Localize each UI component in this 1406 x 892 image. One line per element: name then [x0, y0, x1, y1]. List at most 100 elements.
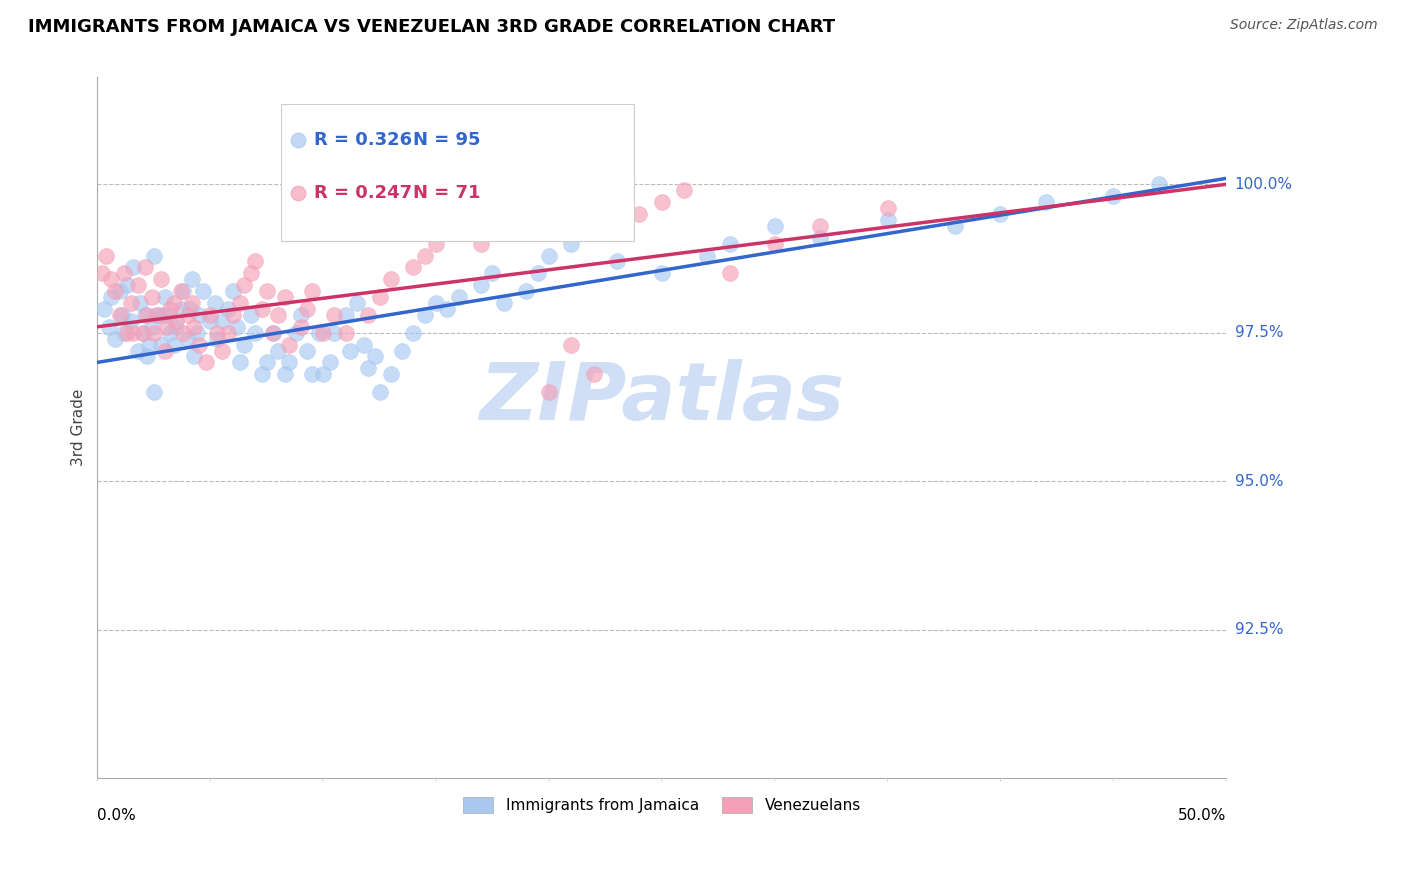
Point: [115, 326, 138, 340]
Point: [262, 326, 284, 340]
Point: [108, 308, 131, 322]
Point: [122, 260, 145, 275]
Point: [211, 343, 233, 358]
Point: [100, 290, 122, 304]
Point: [131, 326, 153, 340]
Point: [194, 355, 217, 369]
Point: [149, 272, 172, 286]
Point: [245, 326, 267, 340]
Point: [515, 284, 537, 298]
Point: [297, 343, 319, 358]
Point: [233, 337, 256, 351]
Point: [339, 343, 361, 358]
Point: [583, 225, 606, 239]
Point: [136, 350, 159, 364]
Point: [297, 301, 319, 316]
Point: [114, 266, 136, 280]
Point: [179, 301, 201, 316]
Point: [436, 301, 458, 316]
Text: 92.5%: 92.5%: [1234, 622, 1284, 637]
Point: [141, 319, 163, 334]
Y-axis label: 3rd Grade: 3rd Grade: [72, 389, 86, 467]
Point: [267, 308, 290, 322]
Point: [560, 337, 582, 351]
Point: [134, 260, 156, 275]
Point: [145, 308, 167, 322]
Point: [990, 207, 1012, 221]
Point: [560, 236, 582, 251]
Point: [127, 278, 149, 293]
Point: [142, 326, 165, 340]
Point: [142, 385, 165, 400]
Point: [301, 368, 323, 382]
Point: [188, 337, 211, 351]
Point: [159, 326, 181, 340]
Point: [335, 308, 357, 322]
Point: [447, 225, 470, 239]
Point: [481, 266, 503, 280]
Point: [537, 248, 560, 262]
Point: [176, 308, 198, 322]
Point: [380, 368, 402, 382]
Point: [170, 301, 193, 316]
Text: IMMIGRANTS FROM JAMAICA VS VENEZUELAN 3RD GRADE CORRELATION CHART: IMMIGRANTS FROM JAMAICA VS VENEZUELAN 3R…: [28, 18, 835, 36]
Point: [104, 284, 127, 298]
Text: 95.0%: 95.0%: [1234, 474, 1284, 489]
Point: [205, 332, 228, 346]
Point: [274, 368, 297, 382]
Point: [211, 314, 233, 328]
Point: [176, 332, 198, 346]
Point: [239, 308, 262, 322]
Point: [402, 260, 425, 275]
Point: [111, 308, 134, 322]
Point: [148, 308, 170, 322]
Text: N = 71: N = 71: [413, 185, 481, 202]
Text: 50.0%: 50.0%: [1178, 808, 1226, 823]
Text: 100.0%: 100.0%: [1234, 177, 1292, 192]
Point: [364, 350, 387, 364]
Point: [181, 272, 204, 286]
Point: [606, 254, 628, 268]
Point: [165, 319, 187, 334]
Point: [205, 326, 228, 340]
Point: [256, 284, 278, 298]
Point: [380, 272, 402, 286]
Point: [141, 290, 163, 304]
Point: [181, 296, 204, 310]
Point: [696, 248, 718, 262]
Point: [228, 355, 250, 369]
Point: [718, 266, 741, 280]
Point: [301, 284, 323, 298]
Point: [233, 278, 256, 293]
Point: [312, 326, 335, 340]
Point: [267, 343, 290, 358]
Point: [285, 326, 308, 340]
Point: [312, 368, 335, 382]
Point: [876, 213, 898, 227]
Point: [204, 296, 226, 310]
Point: [763, 236, 786, 251]
Point: [159, 301, 181, 316]
Point: [127, 343, 149, 358]
Point: [217, 301, 239, 316]
Text: 0.0%: 0.0%: [97, 808, 136, 823]
Text: 97.5%: 97.5%: [1234, 326, 1284, 340]
Point: [290, 308, 312, 322]
Point: [357, 308, 380, 322]
Point: [122, 326, 145, 340]
Point: [156, 319, 179, 334]
Point: [120, 314, 142, 328]
Point: [256, 355, 278, 369]
Point: [163, 337, 186, 351]
Point: [943, 219, 966, 233]
Point: [278, 337, 301, 351]
Point: [188, 308, 211, 322]
Point: [526, 266, 548, 280]
Point: [138, 337, 160, 351]
Point: [368, 385, 391, 400]
Point: [142, 248, 165, 262]
Text: R = 0.326: R = 0.326: [314, 131, 412, 149]
Point: [515, 195, 537, 210]
Point: [183, 319, 205, 334]
Point: [606, 225, 628, 239]
